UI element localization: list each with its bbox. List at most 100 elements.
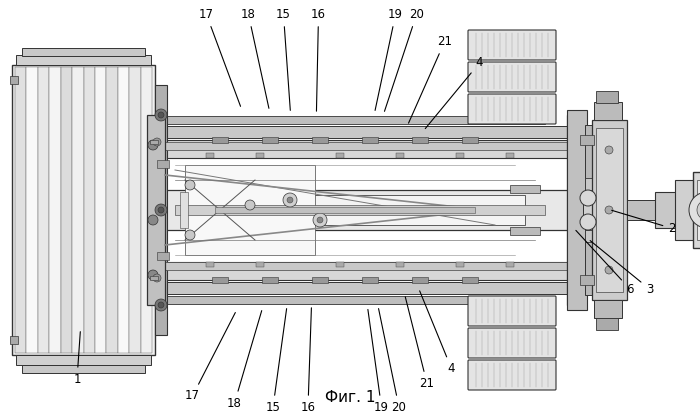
Text: 15: 15 [276,8,291,110]
Bar [106,67,118,353]
Bar [506,262,514,267]
Bar [16,355,151,365]
Circle shape [153,274,161,282]
Text: 19: 19 [375,8,403,111]
Bar [396,262,404,267]
Bar [585,178,592,190]
Bar [72,67,83,353]
Bar [462,277,478,283]
Bar [212,277,228,283]
Circle shape [580,214,596,230]
Bar [215,207,475,213]
Bar [206,153,214,158]
FancyBboxPatch shape [468,62,556,92]
Bar [256,153,264,158]
Text: 20: 20 [379,308,407,414]
Text: 4: 4 [420,291,455,375]
Bar [95,67,106,353]
Bar [506,153,514,158]
Bar [312,277,328,283]
Circle shape [155,204,167,216]
Bar [150,140,158,144]
Bar [594,102,622,120]
Bar [412,137,428,143]
Bar [118,67,130,353]
Circle shape [148,140,158,150]
FancyBboxPatch shape [468,94,556,124]
Bar [155,126,575,138]
Bar [157,160,169,168]
Text: 20: 20 [384,8,424,111]
Bar [22,365,145,373]
Bar [163,262,567,270]
Text: 1: 1 [74,332,80,386]
Bar [27,67,38,353]
FancyBboxPatch shape [468,296,556,326]
Bar [180,192,188,228]
Bar [594,300,622,318]
Bar [362,277,378,283]
Bar [596,91,618,103]
Bar [155,282,575,294]
Bar [362,137,378,143]
Circle shape [287,197,293,203]
Text: 2: 2 [612,210,675,235]
Bar [38,67,49,353]
Bar [206,262,214,267]
Bar [655,192,677,228]
Bar [185,165,315,255]
Text: 15: 15 [265,309,286,414]
Bar [130,67,141,353]
Text: 4: 4 [426,56,483,129]
Bar [583,202,594,218]
Bar [412,277,428,283]
Text: 21: 21 [405,297,435,390]
Bar [262,277,278,283]
Bar [675,180,695,240]
Text: 17: 17 [199,8,241,106]
Bar [697,180,700,240]
Circle shape [283,193,297,207]
FancyBboxPatch shape [468,360,556,390]
Bar [155,140,575,158]
Bar [10,76,18,84]
Circle shape [148,270,158,280]
Bar [61,67,72,353]
Bar [175,205,545,215]
Circle shape [313,213,327,227]
Bar [585,125,597,295]
Bar [49,67,61,353]
Bar [567,115,585,305]
Text: 18: 18 [241,8,269,109]
Circle shape [148,215,158,225]
Bar [147,115,165,305]
Bar [22,48,145,56]
Circle shape [605,206,613,214]
Bar [185,195,525,225]
Circle shape [155,299,167,311]
Bar [510,185,540,193]
Bar [336,262,344,267]
Bar [16,55,151,65]
Circle shape [245,200,255,210]
Circle shape [158,112,164,118]
Bar [141,67,152,353]
Bar [155,262,575,280]
Bar [580,275,594,285]
Bar [627,200,657,220]
Text: 6: 6 [576,230,634,296]
Bar [155,85,167,335]
Bar [15,67,27,353]
Bar [596,128,623,292]
FancyBboxPatch shape [468,328,556,358]
Bar [336,153,344,158]
Text: 17: 17 [185,313,235,403]
Bar [256,262,264,267]
Circle shape [185,180,195,190]
Circle shape [605,266,613,274]
Bar [693,172,700,248]
Bar [150,276,158,280]
Text: 19: 19 [368,310,389,414]
Text: 3: 3 [590,241,653,296]
Bar [596,318,618,330]
